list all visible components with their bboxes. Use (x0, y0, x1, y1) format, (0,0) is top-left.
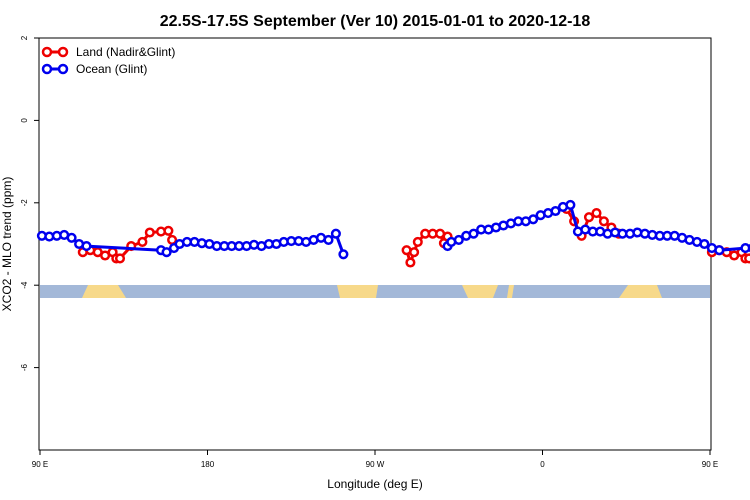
data-point (412, 236, 423, 247)
y-tick-label: -6 (20, 363, 29, 371)
data-point (591, 208, 602, 219)
data-point (565, 199, 576, 210)
legend-label-land: Land (Nadir&Glint) (76, 45, 175, 59)
x-tick-label: 90 E (32, 460, 48, 469)
data-point (528, 214, 539, 225)
data-point (323, 234, 334, 245)
data-point (583, 212, 595, 223)
legend-marker-land (57, 46, 69, 58)
series-ocean (36, 199, 750, 260)
data-point (744, 253, 750, 264)
land-footprint-region (619, 285, 662, 298)
data-point (144, 227, 155, 238)
series-layer (36, 199, 750, 268)
data-point (598, 216, 609, 227)
data-point (550, 205, 561, 217)
legend-marker-land (41, 46, 53, 58)
data-point (114, 253, 126, 264)
legend: Land (Nadir&Glint) Ocean (Glint) (41, 45, 175, 76)
y-tick-label: -4 (20, 281, 29, 289)
data-point (161, 247, 172, 258)
data-point (468, 228, 479, 239)
y-axis: 2 0 -2 -4 -6 (20, 35, 39, 371)
data-point (699, 238, 710, 250)
data-point (714, 245, 725, 256)
data-point (409, 247, 420, 258)
data-point (405, 257, 416, 268)
y-axis-label: XCO2 - MLO trend (ppm) (0, 177, 14, 312)
x-tick-label: 0 (540, 460, 545, 469)
data-point (453, 234, 464, 245)
data-point (163, 225, 174, 236)
legend-label-ocean: Ocean (Glint) (76, 62, 147, 76)
chart-title: 22.5S-17.5S September (Ver 10) 2015-01-0… (160, 13, 591, 30)
y-tick-label: 2 (20, 35, 29, 40)
x-tick-label: 180 (201, 460, 215, 469)
data-point (137, 236, 148, 247)
data-point (330, 228, 341, 239)
x-axis-label: Longitude (deg E) (327, 477, 422, 491)
y-tick-label: -2 (20, 199, 29, 207)
land-footprint-region (82, 285, 126, 298)
data-point (338, 249, 349, 260)
land-footprint-region (337, 285, 378, 298)
x-axis: 90 E 180 90 W 0 90 E (32, 450, 718, 469)
land-footprint-region (507, 285, 514, 298)
land-footprint-region (462, 285, 498, 298)
legend-marker-ocean (57, 63, 69, 75)
y-tick-label: 0 (20, 118, 29, 123)
legend-marker-ocean (41, 63, 53, 75)
data-point (66, 232, 77, 243)
data-point (81, 241, 92, 252)
footprint-band (40, 285, 710, 298)
x-tick-label: 90 W (366, 460, 385, 469)
x-tick-label: 90 E (702, 460, 718, 469)
